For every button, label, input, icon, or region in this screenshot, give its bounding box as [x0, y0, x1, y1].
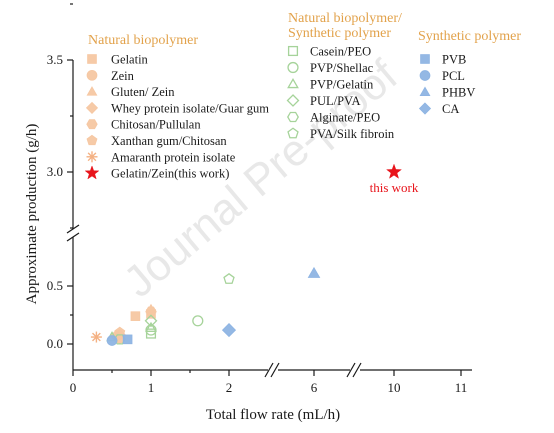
legend-item-chitosan-pullulan: Chitosan/Pullulan	[86, 118, 201, 132]
y-tick-label: 0.5	[47, 278, 63, 293]
data-point-pvp-gelatin	[145, 321, 157, 332]
legend-group-title: Synthetic polymer	[288, 26, 391, 41]
axis-labels: Total flow rate (mL/h) Approximate produc…	[24, 124, 340, 423]
data-point-ca	[221, 323, 237, 338]
y-axis-break-mark	[66, 224, 80, 234]
x-tick-label: 0	[70, 380, 77, 395]
legend-marker	[419, 86, 431, 96]
legend-marker	[86, 86, 98, 96]
legend-label: Chitosan/Pullulan	[111, 118, 201, 132]
legend-marker	[287, 78, 299, 89]
x-tick-label: 2	[226, 380, 233, 395]
legend-label: Whey protein isolate/Guar gum	[111, 101, 269, 115]
legend-label: PVA/Silk fibroin	[310, 127, 395, 141]
legend-label: Xanthan gum/Chitosan	[111, 134, 227, 148]
legend-marker	[86, 119, 98, 130]
legend-marker	[84, 165, 100, 180]
y-axis-label: Approximate production (g/h)	[24, 124, 40, 305]
data-point-pul-pva	[144, 314, 158, 328]
legend-marker	[86, 151, 98, 163]
legend-label: PHBV	[442, 86, 475, 100]
x-tick-label: 11	[455, 380, 468, 395]
legend-item-gelatin-zein-this-work: Gelatin/Zein(this work)	[84, 165, 229, 181]
data-point-phbv	[307, 266, 321, 278]
data-point-pvp-shellac	[145, 324, 157, 336]
data-point-gelatin-zein-this-work	[385, 163, 403, 179]
legend-item-pva-silk-fibroin: PVA/Silk fibroin	[287, 127, 395, 141]
legend-label: Gelatin/Zein(this work)	[111, 167, 229, 181]
legend-label: Zein	[111, 69, 135, 83]
data-point-chitosan-pullulan	[145, 306, 157, 317]
legend-group-synthetic-polymer: Synthetic polymer PVB PCL PHBV CA	[418, 29, 521, 116]
legend-group-title: Natural biopolymer/	[288, 11, 402, 26]
legend-label: Alginate/PEO	[310, 111, 380, 125]
legend-item-ca: CA	[418, 102, 459, 116]
legend-label: Gluten/ Zein	[111, 85, 175, 99]
data-point-pcl	[106, 335, 118, 346]
x-axis-break-mark	[264, 362, 274, 378]
y-tick-label: 0.0	[47, 336, 63, 351]
legend-item-xanthan-gum-chitosan: Xanthan gum/Chitosan	[86, 134, 227, 148]
legend-label: Gelatin	[111, 53, 149, 67]
data-point-casein-peo	[145, 328, 157, 339]
y-tick-label: 3.0	[47, 164, 63, 179]
legend-item-alginate-peo: Alginate/PEO	[287, 111, 380, 125]
legend-group-title: Natural biopolymer	[88, 33, 198, 48]
legend-marker	[87, 54, 97, 64]
legend-label: PCL	[442, 69, 465, 83]
legend-label: PVB	[442, 53, 466, 67]
legend-group-natural-biopolymer: Natural biopolymer Gelatin Zein Gluten/ Zei…	[84, 33, 269, 181]
legend-marker	[419, 70, 431, 81]
legend-item-gelatin: Gelatin	[87, 53, 149, 67]
legend-marker	[287, 111, 299, 123]
y-tick-label: 3.5	[47, 52, 63, 67]
data-points: this work	[90, 163, 419, 346]
data-point-pvp-shellac	[192, 315, 204, 327]
legend-label: CA	[442, 102, 459, 116]
data-point-pvb	[122, 334, 133, 345]
legend: Natural biopolymer Gelatin Zein Gluten/ Zei…	[84, 11, 521, 181]
legend-marker	[287, 127, 299, 139]
x-axis-break-mark	[352, 362, 362, 378]
x-tick-label: 10	[388, 380, 401, 395]
annotation-this-work: this work	[370, 180, 419, 195]
data-point-gelatin	[130, 311, 141, 321]
legend-item-amaranth-protein-isolate: Amaranth protein isolate	[86, 150, 236, 164]
x-axis-break-mark	[270, 362, 280, 378]
legend-item-pcl: PCL	[419, 69, 465, 83]
legend-item-gluten-zein: Gluten/ Zein	[86, 85, 175, 99]
legend-item-pvb: PVB	[420, 53, 466, 67]
legend-label: Casein/PEO	[310, 45, 371, 59]
data-point-amaranth-protein-isolate	[90, 331, 102, 343]
x-axis-label: Total flow rate (mL/h)	[206, 407, 340, 423]
y-axis-break-mark	[66, 232, 80, 242]
legend-marker	[287, 61, 299, 74]
legend-marker	[420, 54, 430, 64]
legend-marker	[286, 94, 300, 107]
x-tick-label: 6	[311, 380, 318, 395]
data-point-pva-silk-fibroin	[223, 273, 235, 284]
legend-group-title: Synthetic polymer	[418, 29, 521, 44]
legend-item-casein-peo: Casein/PEO	[287, 45, 371, 59]
legend-marker	[287, 45, 299, 57]
legend-item-pul-pva: PUL/PVA	[286, 94, 360, 108]
legend-label: Amaranth protein isolate	[111, 150, 236, 164]
legend-label: PVP/Shellac	[310, 61, 374, 75]
legend-marker	[85, 101, 99, 114]
legend-item-pvp-shellac: PVP/Shellac	[287, 61, 374, 75]
legend-label: PUL/PVA	[310, 94, 360, 108]
legend-item-whey-protein-isolate-guar-gum: Whey protein isolate/Guar gum	[85, 101, 269, 115]
legend-marker	[86, 69, 98, 81]
legend-item-zein: Zein	[86, 69, 135, 83]
legend-marker	[418, 102, 432, 115]
x-tick-label: 1	[148, 380, 155, 395]
legend-group-natural-biopolymer-synthetic-polymer: Natural biopolymer/Synthetic polymer Case…	[286, 11, 402, 141]
legend-label: PVP/Gelatin	[310, 78, 374, 92]
legend-item-phbv: PHBV	[419, 86, 475, 100]
legend-marker	[86, 134, 98, 146]
legend-item-pvp-gelatin: PVP/Gelatin	[287, 78, 374, 92]
x-axis-break-mark	[346, 362, 356, 378]
